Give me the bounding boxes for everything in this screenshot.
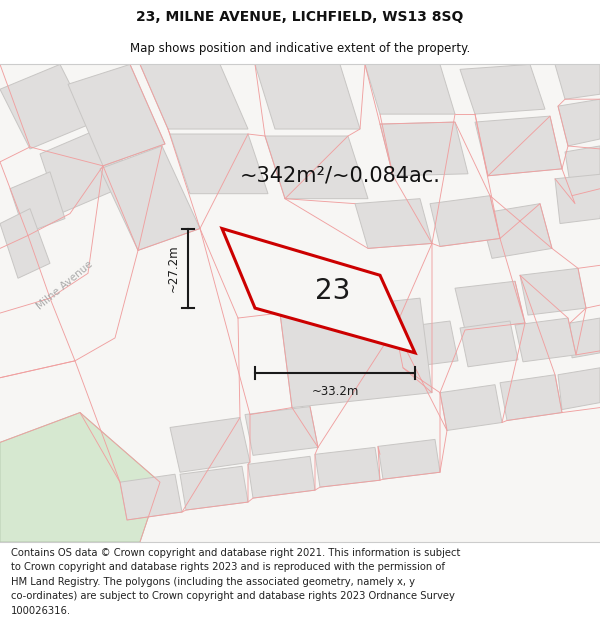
Polygon shape [555,64,600,99]
Polygon shape [0,412,160,542]
Polygon shape [378,439,440,479]
Text: Map shows position and indicative extent of the property.: Map shows position and indicative extent… [130,42,470,55]
Text: 100026316.: 100026316. [11,606,71,616]
Polygon shape [255,64,360,129]
Polygon shape [558,99,600,146]
Text: Milne Avenue: Milne Avenue [295,302,365,334]
Polygon shape [515,318,576,362]
Polygon shape [180,466,248,510]
Polygon shape [430,196,500,246]
Text: Milne Avenue: Milne Avenue [35,259,95,311]
Polygon shape [365,64,455,114]
Polygon shape [10,172,65,234]
Polygon shape [570,318,600,358]
Polygon shape [0,64,600,542]
Polygon shape [558,368,600,409]
Polygon shape [68,64,165,166]
Polygon shape [0,209,50,278]
Polygon shape [248,456,315,498]
Polygon shape [480,204,552,258]
Polygon shape [555,174,600,224]
Text: HM Land Registry. The polygons (including the associated geometry, namely x, y: HM Land Registry. The polygons (includin… [11,577,415,587]
Polygon shape [100,146,200,251]
Text: Contains OS data © Crown copyright and database right 2021. This information is : Contains OS data © Crown copyright and d… [11,548,460,558]
Polygon shape [500,375,562,421]
Polygon shape [460,64,545,114]
Polygon shape [565,146,600,196]
Polygon shape [395,321,458,368]
Text: ~33.2m: ~33.2m [311,385,359,398]
Polygon shape [265,136,368,199]
Text: ~27.2m: ~27.2m [167,244,180,292]
Polygon shape [280,298,432,408]
Polygon shape [222,229,415,353]
Polygon shape [245,407,318,456]
Polygon shape [460,321,518,367]
Polygon shape [40,124,130,214]
Polygon shape [440,385,502,431]
Text: to Crown copyright and database rights 2023 and is reproduced with the permissio: to Crown copyright and database rights 2… [11,562,445,572]
Polygon shape [140,64,248,129]
Polygon shape [315,448,380,487]
Text: 23: 23 [316,278,350,305]
Polygon shape [520,268,586,315]
Text: ~342m²/~0.084ac.: ~342m²/~0.084ac. [239,166,440,186]
Polygon shape [170,134,268,194]
Polygon shape [170,418,250,472]
Polygon shape [380,122,468,176]
Polygon shape [355,199,432,248]
Polygon shape [0,64,90,149]
Polygon shape [475,116,562,176]
Polygon shape [120,474,182,520]
Polygon shape [455,281,525,330]
Text: co-ordinates) are subject to Crown copyright and database rights 2023 Ordnance S: co-ordinates) are subject to Crown copyr… [11,591,455,601]
Text: 23, MILNE AVENUE, LICHFIELD, WS13 8SQ: 23, MILNE AVENUE, LICHFIELD, WS13 8SQ [136,11,464,24]
